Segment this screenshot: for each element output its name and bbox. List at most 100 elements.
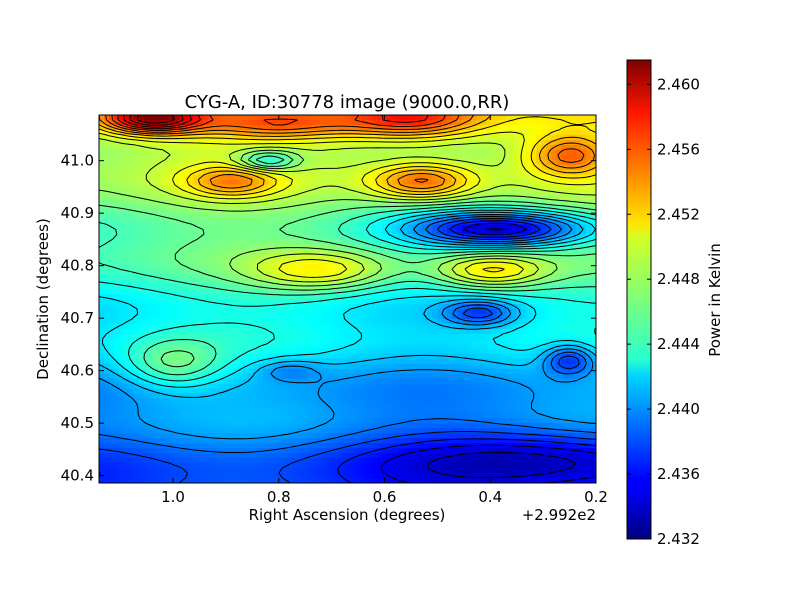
heatmap-cell <box>263 289 269 295</box>
heatmap-cell <box>238 159 244 166</box>
heatmap-cell <box>148 328 155 335</box>
heatmap-cell <box>198 348 204 355</box>
heatmap-cell <box>118 164 125 171</box>
heatmap-cell <box>233 358 239 365</box>
heatmap-cell <box>511 124 518 131</box>
heatmap-cell <box>511 179 518 186</box>
heatmap-cell <box>556 249 562 255</box>
heatmap-cell <box>506 289 513 295</box>
heatmap-cell <box>103 234 110 240</box>
heatmap-cell <box>178 254 185 260</box>
heatmap-cell <box>233 199 239 206</box>
heatmap-cell <box>461 294 468 300</box>
heatmap-cell <box>128 149 135 156</box>
heatmap-cell <box>476 214 483 221</box>
heatmap-cell <box>417 299 423 305</box>
heatmap-cell <box>163 204 170 211</box>
heatmap-cell <box>178 164 185 171</box>
heatmap-cell <box>302 179 309 186</box>
heatmap-cell <box>446 308 453 315</box>
heatmap-cell <box>188 289 195 295</box>
heatmap-cell <box>168 204 175 211</box>
heatmap-cell <box>188 169 195 176</box>
heatmap-cell <box>228 159 234 166</box>
heatmap-cell <box>451 204 458 211</box>
heatmap-cell <box>108 239 115 245</box>
heatmap-cell <box>591 144 596 151</box>
heatmap-cell <box>133 249 140 255</box>
heatmap-cell <box>272 119 279 126</box>
heatmap-cell <box>402 318 408 325</box>
heatmap-cell <box>218 129 224 136</box>
heatmap-cell <box>451 149 458 156</box>
heatmap-cell <box>466 333 473 340</box>
heatmap-cell <box>302 308 309 315</box>
heatmap-cell <box>461 299 468 305</box>
heatmap-cell <box>491 333 498 340</box>
heatmap-cell <box>302 115 309 121</box>
heatmap-cell <box>248 115 254 121</box>
heatmap-cell <box>367 229 373 235</box>
heatmap-cell <box>566 299 572 305</box>
heatmap-cell <box>377 154 383 161</box>
heatmap-cell <box>277 179 284 186</box>
heatmap-cell <box>297 209 304 216</box>
heatmap-cell <box>576 289 582 295</box>
heatmap-cell <box>258 313 264 320</box>
heatmap-cell <box>158 239 165 245</box>
heatmap-cell <box>302 124 309 131</box>
heatmap-cell <box>581 204 587 211</box>
heatmap-cell <box>133 219 140 225</box>
heatmap-cell <box>586 129 592 136</box>
heatmap-cell <box>218 274 224 280</box>
heatmap-cell <box>407 159 413 166</box>
heatmap-cell <box>441 164 448 171</box>
heatmap-cell <box>402 184 408 191</box>
heatmap-cell <box>128 308 135 315</box>
heatmap-cell <box>471 149 478 156</box>
heatmap-cell <box>292 164 299 171</box>
heatmap-cell <box>103 115 110 121</box>
heatmap-cell <box>332 328 339 335</box>
heatmap-cell <box>168 119 175 126</box>
heatmap-cell <box>367 174 373 181</box>
heatmap-cell <box>342 184 349 191</box>
heatmap-cell <box>183 244 190 250</box>
heatmap-cell <box>183 249 190 255</box>
heatmap-cell <box>451 134 458 141</box>
heatmap-cell <box>397 269 403 275</box>
heatmap-cell <box>113 234 120 240</box>
heatmap-cell <box>347 234 354 240</box>
heatmap-cell <box>571 115 577 121</box>
heatmap-cell <box>153 164 160 171</box>
heatmap-cell <box>362 333 368 340</box>
heatmap-cell <box>377 169 383 176</box>
heatmap-cell <box>103 159 110 166</box>
heatmap-cell <box>397 119 403 126</box>
heatmap-cell <box>352 214 359 221</box>
heatmap-cell <box>322 164 329 171</box>
heatmap-cell <box>253 214 259 221</box>
heatmap-cell <box>382 269 388 275</box>
heatmap-cell <box>367 299 373 305</box>
heatmap-cell <box>486 274 493 280</box>
heatmap-cell <box>312 348 319 355</box>
heatmap-cell <box>466 323 473 330</box>
heatmap-cell <box>516 129 523 136</box>
heatmap-cell <box>193 244 199 250</box>
heatmap-cell <box>99 144 105 151</box>
heatmap-cell <box>352 254 359 260</box>
heatmap-cell <box>203 348 209 355</box>
heatmap-cell <box>228 299 234 305</box>
heatmap-cell <box>233 115 239 121</box>
heatmap-cell <box>441 269 448 275</box>
heatmap-cell <box>357 274 364 280</box>
heatmap-cell <box>118 318 125 325</box>
heatmap-cell <box>536 159 542 166</box>
heatmap-cell <box>238 358 244 365</box>
heatmap-cell <box>228 184 234 191</box>
heatmap-cell <box>168 244 175 250</box>
heatmap-cell <box>446 179 453 186</box>
heatmap-cell <box>516 289 523 295</box>
heatmap-cell <box>417 308 423 315</box>
